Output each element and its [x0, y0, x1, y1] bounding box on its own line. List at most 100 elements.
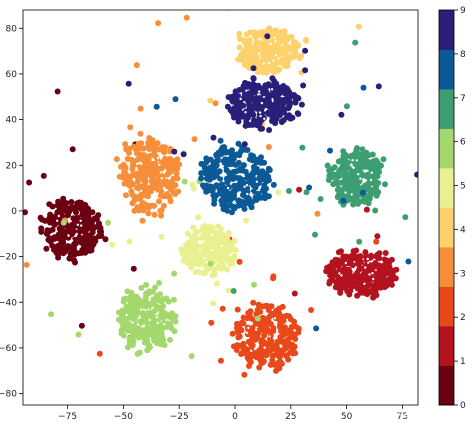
- point-class-2: [242, 345, 249, 352]
- point-class-6: [167, 336, 173, 343]
- point-class-9: [241, 141, 248, 148]
- point-class-7: [312, 231, 318, 238]
- point-class-9: [243, 108, 250, 115]
- point-class-9: [245, 97, 252, 104]
- point-class-4: [242, 40, 249, 47]
- point-gap: [142, 198, 146, 201]
- point-class-3: [140, 157, 146, 163]
- point-class-9: [244, 114, 251, 121]
- point-class-3: [314, 210, 321, 217]
- point-class-0: [72, 259, 78, 266]
- point-class-3: [130, 143, 137, 150]
- point-class-2: [291, 318, 298, 325]
- colorbar-tick-label: 6: [460, 138, 466, 148]
- point-gap: [220, 244, 223, 248]
- point-class-8: [232, 161, 239, 168]
- colorbar-segment-0: [439, 365, 454, 406]
- point-class-7: [324, 162, 331, 169]
- point-class-5: [224, 266, 231, 273]
- point-class-0: [89, 209, 96, 216]
- point-class-1: [327, 272, 334, 279]
- point-class-0: [82, 202, 89, 209]
- point-gap: [351, 159, 354, 162]
- point-gap: [270, 88, 274, 91]
- point-class-7: [335, 192, 342, 198]
- point-class-4: [275, 52, 281, 59]
- point-class-8: [258, 194, 264, 201]
- point-class-9: [235, 118, 242, 125]
- point-gap: [267, 61, 271, 65]
- point-class-7: [340, 153, 347, 159]
- point-class-7: [350, 201, 357, 208]
- point-class-3: [136, 164, 143, 171]
- point-class-6: [156, 322, 163, 329]
- point-class-2: [293, 323, 299, 330]
- point-class-8: [244, 196, 251, 203]
- point-class-3: [113, 156, 120, 163]
- point-gap: [205, 261, 208, 264]
- point-class-1: [338, 280, 344, 287]
- point-class-9: [254, 94, 261, 101]
- point-class-6: [171, 270, 178, 277]
- point-class-0: [76, 234, 83, 241]
- point-class-4: [255, 69, 261, 75]
- point-gap: [221, 165, 225, 168]
- point-class-7: [230, 288, 237, 294]
- point-class-1: [338, 248, 344, 255]
- point-gap: [350, 193, 353, 196]
- point-class-1: [363, 206, 370, 213]
- point-gap: [136, 323, 140, 326]
- point-class-5: [194, 228, 201, 235]
- point-gap: [243, 185, 246, 188]
- point-class-6: [119, 320, 126, 327]
- point-gap: [244, 111, 247, 114]
- point-class-1: [388, 281, 395, 288]
- point-class-8: [212, 192, 219, 199]
- point-class-8: [230, 155, 237, 162]
- point-class-1: [354, 285, 361, 292]
- point-class-2: [249, 325, 256, 331]
- point-class-3: [158, 207, 165, 214]
- point-class-9: [414, 171, 418, 178]
- point-class-6: [152, 329, 159, 336]
- point-class-8: [228, 191, 235, 198]
- colorbar-segment-7: [439, 89, 454, 129]
- point-class-0: [68, 199, 75, 205]
- point-gap: [254, 328, 258, 331]
- point-class-6: [141, 335, 148, 342]
- point-class-1: [348, 257, 354, 264]
- point-class-8: [210, 159, 217, 166]
- point-gap: [131, 321, 134, 324]
- colorbar-tick-label: 1: [460, 357, 466, 367]
- point-class-2: [246, 312, 253, 318]
- point-class-5: [224, 233, 231, 240]
- point-class-9: [295, 111, 302, 117]
- point-class-3: [175, 188, 182, 195]
- colorbar-tick-label: 7: [460, 94, 466, 104]
- point-class-8: [261, 159, 268, 166]
- y-tick-label: 0: [11, 207, 17, 217]
- point-class-1: [332, 284, 339, 291]
- point-class-3: [191, 136, 198, 143]
- point-class-4: [281, 28, 288, 35]
- point-gap: [79, 219, 82, 222]
- point-class-0: [73, 216, 80, 223]
- point-class-8: [201, 164, 208, 171]
- point-class-6: [141, 316, 148, 323]
- colorbar-tick-label: 2: [460, 313, 466, 323]
- point-class-0: [81, 226, 88, 233]
- point-class-8: [220, 185, 227, 192]
- point-class-2: [241, 371, 248, 378]
- point-class-0: [88, 247, 95, 254]
- colorbar-frame: [438, 9, 455, 406]
- point-gap: [155, 316, 159, 319]
- point-class-9: [235, 103, 242, 110]
- colorbar-tick-label: 0: [460, 401, 466, 411]
- point-class-5: [199, 224, 206, 231]
- point-class-0: [90, 225, 97, 232]
- point-gap: [250, 192, 253, 195]
- point-class-6: [128, 333, 135, 340]
- point-class-8: [231, 182, 238, 189]
- point-class-1: [332, 256, 339, 263]
